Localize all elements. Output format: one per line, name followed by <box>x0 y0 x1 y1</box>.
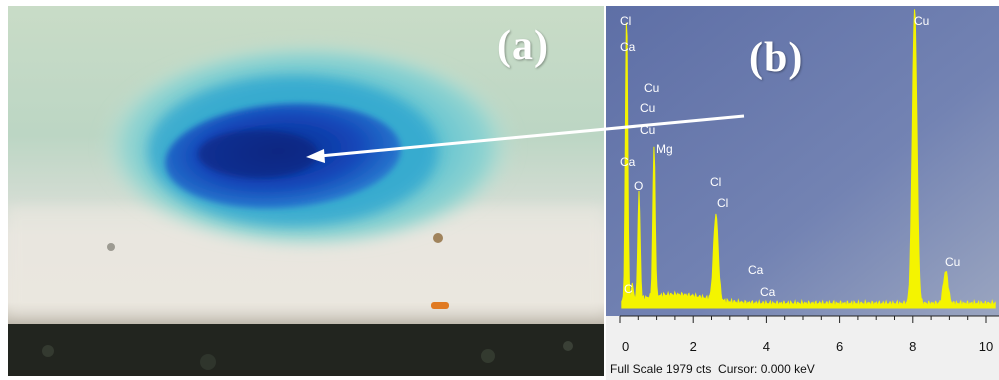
spectrum-label-ca-top: Ca <box>620 40 636 54</box>
spectrum-status: Full Scale 1979 cts Cursor: 0.000 keV <box>610 362 815 376</box>
x-tick-label: 8 <box>909 339 916 354</box>
x-tick-label: 0 <box>622 339 629 354</box>
spectrum-label-ca-mid: Ca <box>620 155 636 169</box>
spectrum-label-cl-2: Cl <box>717 196 728 210</box>
spectrum-label-cu-3: Cu <box>640 123 655 137</box>
x-tick-label: 4 <box>763 339 770 354</box>
spectrum-trace <box>621 9 996 309</box>
spectrum-label-cu-peak: Cu <box>914 14 929 28</box>
spectrum-label-cl-1: Cl <box>710 175 721 189</box>
x-tick-label: 2 <box>690 339 697 354</box>
spectrum-label-ca-low-1: Ca <box>748 263 764 277</box>
spectrum-label-cu-2: Cu <box>640 101 655 115</box>
spectrum-label-mg: Mg <box>656 142 673 156</box>
spectrum-label-cu-1: Cu <box>644 81 659 95</box>
edx-plot-area <box>606 6 999 316</box>
x-tick-label: 6 <box>836 339 843 354</box>
spectrum-label-cl-top: Cl <box>620 14 631 28</box>
panel-label-b: (b) <box>749 35 804 81</box>
spectrum-label-c: C <box>624 282 633 296</box>
spectrum-label-ca-low-2: Ca <box>760 285 776 299</box>
spectrum-label-o: O <box>634 179 643 193</box>
x-tick-label: 10 <box>979 339 993 354</box>
spectrum-label-cu-small: Cu <box>945 255 960 269</box>
edx-spectrum: 0 2 4 6 8 10 Cl Ca Cu Cu Cu Mg Ca O Cl Cl Ca … <box>606 6 999 380</box>
panel-label-a: (a) <box>497 23 549 69</box>
